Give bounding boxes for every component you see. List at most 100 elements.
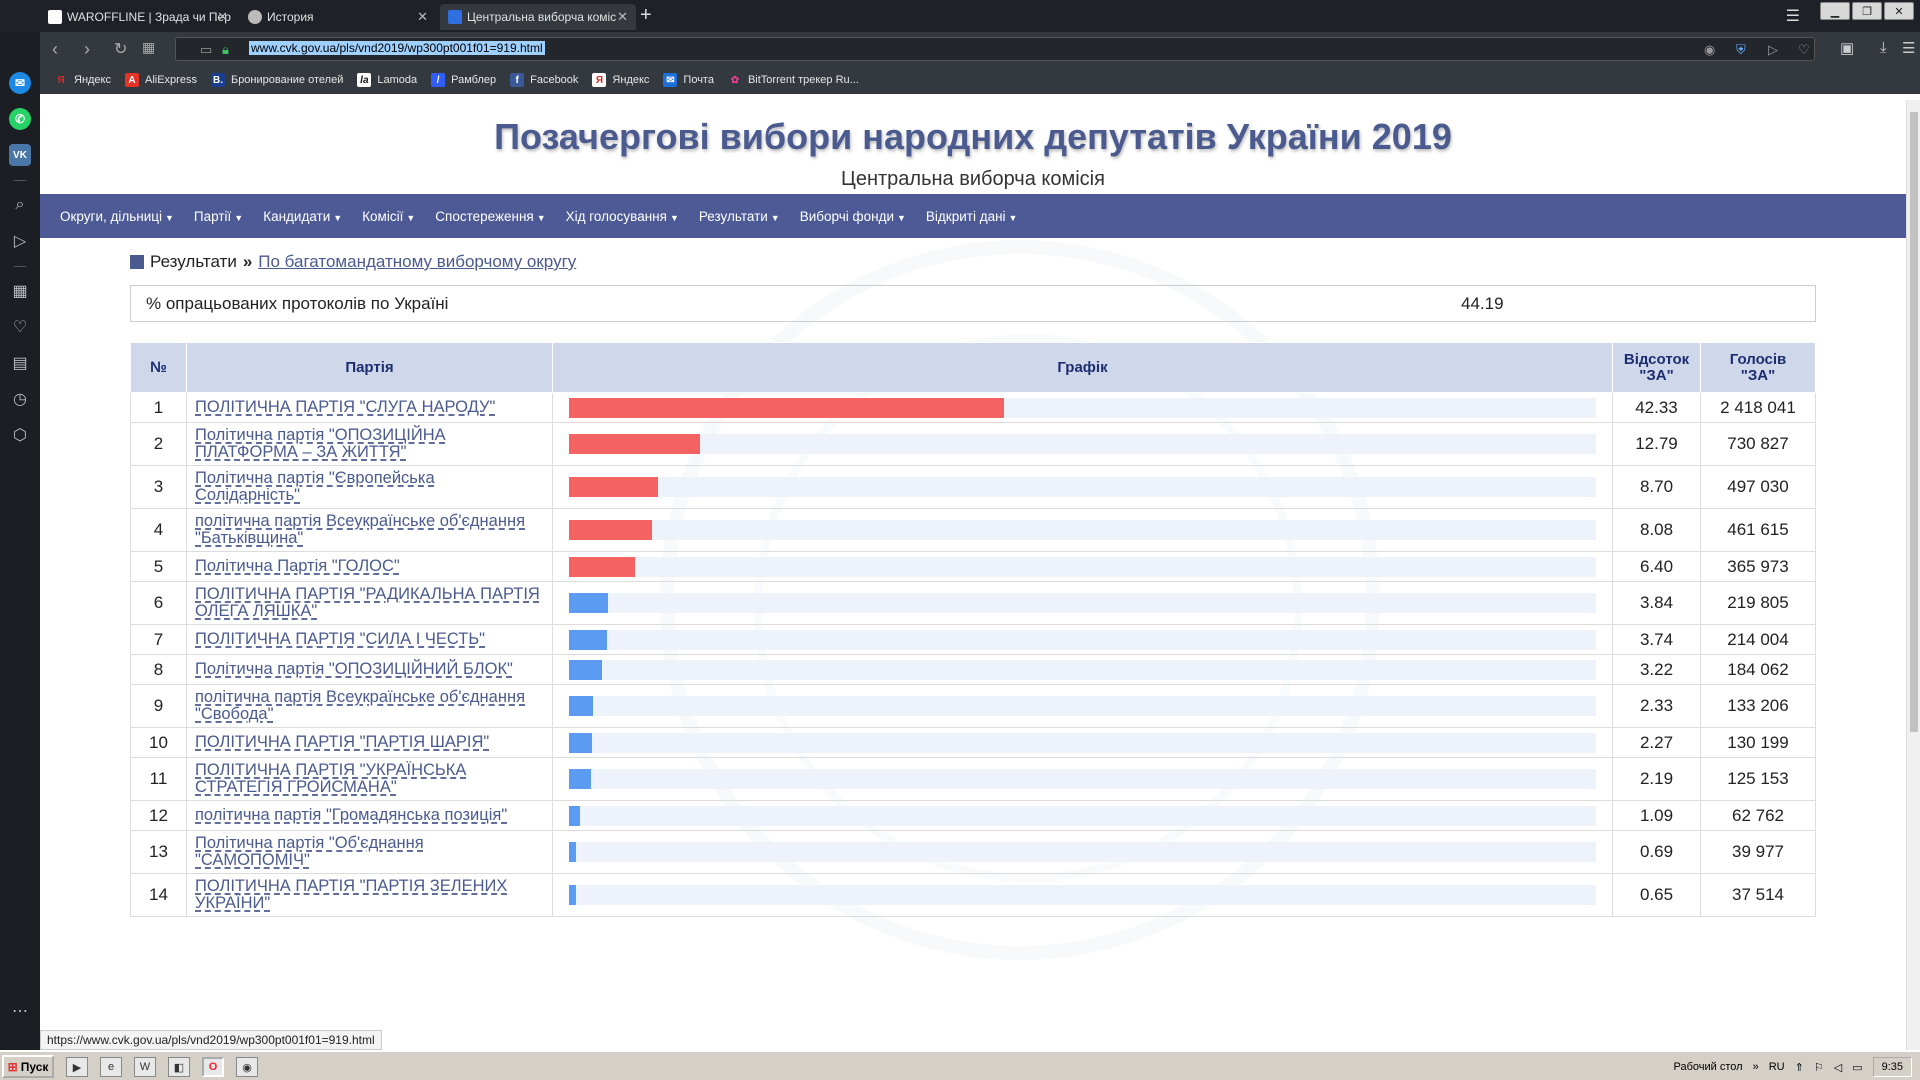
party-link[interactable]: ПОЛІТИЧНА ПАРТІЯ "СЛУГА НАРОДУ" <box>195 398 496 416</box>
opera-taskbar-icon[interactable]: O <box>202 1057 224 1077</box>
heart-icon[interactable]: ♡ <box>12 319 28 336</box>
close-icon[interactable]: ✕ <box>217 9 228 24</box>
party-link[interactable]: політична партія Всеукраїнське об'єднанн… <box>195 688 525 723</box>
whatsapp-icon[interactable]: ✆ <box>9 108 31 130</box>
nav-districts[interactable]: Округи, дільниці ▼ <box>50 209 184 224</box>
party-link[interactable]: ПОЛІТИЧНА ПАРТІЯ "УКРАЇНСЬКА СТРАТЕГІЯ Г… <box>195 761 467 796</box>
party-link[interactable]: ПОЛІТИЧНА ПАРТІЯ "ПАРТІЯ ЗЕЛЕНИХ УКРАЇНИ… <box>195 877 508 912</box>
language-indicator[interactable]: RU <box>1768 1061 1785 1073</box>
caret-down-icon: ▼ <box>165 212 174 223</box>
bookmark-lamoda[interactable]: la Lamoda <box>357 73 417 87</box>
party-link[interactable]: ПОЛІТИЧНА ПАРТІЯ "РАДИКАЛЬНА ПАРТІЯ ОЛЕГ… <box>195 585 540 620</box>
processed-label: % опрацьованих протоколів по Україні <box>146 294 449 313</box>
party-link[interactable]: політична партія "Громадянська позиція" <box>195 806 508 824</box>
download-icon[interactable]: ⤓ <box>1880 39 1887 56</box>
history-icon[interactable]: ◷ <box>13 391 27 408</box>
nav-parties[interactable]: Партії ▼ <box>184 209 253 224</box>
extension-icon[interactable]: ▣ <box>1840 40 1855 57</box>
tab-waroffline[interactable]: WAROFFLINE | Зрада чи Пер ✕ <box>40 4 236 30</box>
bookmark-yandex-2[interactable]: Я Яндекс <box>592 73 649 87</box>
table-row: 5 Політична Партія "ГОЛОС" 6.40 365 973 <box>130 551 1816 582</box>
breadcrumb-current-link[interactable]: По багатомандатному виборчому округу <box>258 252 577 271</box>
url-text[interactable]: www.cvk.gov.ua/pls/vnd2019/wp300pt001f01… <box>249 41 545 55</box>
desktop-label[interactable]: Рабочий стол <box>1673 1061 1743 1073</box>
word-icon[interactable]: W <box>134 1057 156 1077</box>
caret-down-icon: ▼ <box>406 212 416 223</box>
party-link[interactable]: Політична партія "ОПОЗИЦІЙНИЙ БЛОК" <box>195 660 513 678</box>
nav-open-data[interactable]: Відкриті дані ▼ <box>916 209 1028 224</box>
aliexpress-icon: A <box>125 73 139 87</box>
caret-down-icon: ▼ <box>234 212 244 223</box>
forward-icon[interactable]: › <box>84 39 90 59</box>
chrome-icon[interactable]: ◉ <box>236 1057 258 1077</box>
new-tab-button[interactable]: + <box>640 4 652 26</box>
percent-value: 42.33 <box>1612 392 1701 423</box>
volume-icon[interactable]: ◁ <box>1833 1061 1843 1074</box>
tray-arrow-icon[interactable]: ⇑ <box>1794 1061 1804 1074</box>
party-link[interactable]: політична партія Всеукраїнське об'єднанн… <box>195 512 525 547</box>
nav-funds[interactable]: Виборчі фонди ▼ <box>790 209 916 224</box>
close-window-icon[interactable]: ✕ <box>1884 2 1914 20</box>
expand-chevron-icon[interactable]: » <box>1752 1061 1759 1073</box>
url-field[interactable]: ▭ 🔒︎ www.cvk.gov.ua/pls/vnd2019/wp300pt0… <box>175 37 1815 61</box>
messenger-icon[interactable]: ✉ <box>9 72 31 94</box>
shield-icon[interactable]: ⛨ <box>1736 42 1746 57</box>
nav-commissions[interactable]: Комісії ▼ <box>352 209 425 224</box>
easy-setup-icon[interactable]: ☰ <box>1902 40 1916 57</box>
clock[interactable]: 9:35 <box>1872 1057 1912 1077</box>
extensions-icon[interactable]: ⬡ <box>13 427 27 444</box>
search-icon[interactable]: ⌕ <box>15 196 25 213</box>
network-icon[interactable]: ▭ <box>1852 1061 1863 1074</box>
ie-icon[interactable]: e <box>100 1057 122 1077</box>
bookmark-booking[interactable]: B. Бронирование отелей <box>210 73 343 87</box>
maximize-icon[interactable]: ❐ <box>1852 2 1882 20</box>
media-player-icon[interactable]: ▶ <box>66 1057 88 1077</box>
speed-dial-icon[interactable]: ▦ <box>12 283 28 300</box>
nav-voting-progress[interactable]: Хід голосування ▼ <box>556 209 689 224</box>
page-scrollbar[interactable] <box>1906 100 1920 1050</box>
flag-icon[interactable]: ⚐ <box>1813 1061 1824 1074</box>
party-link[interactable]: Політична партія "ОПОЗИЦІЙНА ПЛАТФОРМА –… <box>195 426 446 461</box>
send-page-icon[interactable]: ▷ <box>1768 42 1778 57</box>
camera-icon[interactable]: ◉ <box>1704 42 1716 57</box>
nav-label: Виборчі фонди <box>799 208 894 224</box>
vk-icon[interactable]: VK <box>9 144 31 166</box>
start-button[interactable]: ⊞ Пуск <box>2 1055 54 1078</box>
tabs-grid-icon[interactable]: ▦ <box>142 39 156 55</box>
tab-menu-icon[interactable]: ☰ <box>1785 8 1800 25</box>
minimize-icon[interactable]: ▁ <box>1820 2 1850 20</box>
result-bar <box>569 842 577 862</box>
party-cell: ПОЛІТИЧНА ПАРТІЯ "ПАРТІЯ ШАРІЯ" <box>186 727 553 758</box>
bookmark-facebook[interactable]: f Facebook <box>510 73 578 87</box>
nav-observation[interactable]: Спостереження ▼ <box>425 209 555 224</box>
bookmark-mail[interactable]: ✉ Почта <box>663 73 714 87</box>
news-icon[interactable]: ▤ <box>12 355 28 372</box>
close-icon[interactable]: ✕ <box>617 9 628 24</box>
party-link[interactable]: ПОЛІТИЧНА ПАРТІЯ "СИЛА І ЧЕСТЬ" <box>195 630 486 648</box>
send-icon[interactable]: ▷ <box>13 233 27 250</box>
reload-icon[interactable]: ↻ <box>114 41 128 58</box>
site-info-icon[interactable]: ▭ <box>200 42 213 57</box>
scrollbar-thumb[interactable] <box>1910 112 1918 732</box>
party-link[interactable]: Політична партія "Європейська Солідарніс… <box>195 469 435 504</box>
party-cell: ПОЛІТИЧНА ПАРТІЯ "ПАРТІЯ ЗЕЛЕНИХ УКРАЇНИ… <box>186 873 553 917</box>
bookmark-torrent[interactable]: ✿ BitTorrent трекер Ru... <box>728 73 859 87</box>
bookmark-heart-icon[interactable]: ♡ <box>1798 42 1810 57</box>
party-link[interactable]: Політична Партія "ГОЛОС" <box>195 557 400 575</box>
bookmark-aliexpress[interactable]: A AliExpress <box>125 73 197 87</box>
bar-track <box>569 593 1596 613</box>
back-icon[interactable]: ‹ <box>52 39 58 59</box>
app-icon[interactable]: ◧ <box>168 1057 190 1077</box>
nav-candidates[interactable]: Кандидати ▼ <box>253 209 352 224</box>
bookmark-yandex[interactable]: Я Яндекс <box>54 73 111 87</box>
party-link[interactable]: ПОЛІТИЧНА ПАРТІЯ "ПАРТІЯ ШАРІЯ" <box>195 733 490 751</box>
party-link[interactable]: Політична партія "Об'єднання "САМОПОМІЧ" <box>195 834 424 869</box>
more-icon[interactable]: ⋯ <box>12 1003 28 1020</box>
tab-history[interactable]: История ✕ <box>240 4 436 30</box>
tab-cvk[interactable]: Центральна виборча коміс ✕ <box>440 4 636 30</box>
party-cell: політична партія Всеукраїнське об'єднанн… <box>186 508 553 552</box>
nav-results[interactable]: Результати ▼ <box>689 209 790 224</box>
close-icon[interactable]: ✕ <box>417 9 428 24</box>
bookmark-rambler[interactable]: / Рамблер <box>431 73 496 87</box>
graph-cell <box>552 830 1613 874</box>
